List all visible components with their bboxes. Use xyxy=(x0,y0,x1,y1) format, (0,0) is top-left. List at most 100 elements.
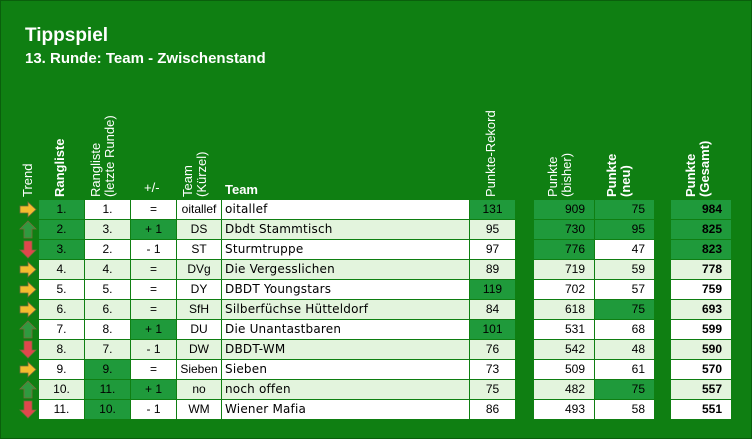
trend-down-icon xyxy=(19,400,37,419)
cell-rang-letzte: 11. xyxy=(85,380,130,399)
cell-punkte-neu: 95 xyxy=(595,220,654,239)
cell-team-kuerzel: Sieben xyxy=(177,360,221,379)
cell-punkte-gesamt: 570 xyxy=(671,360,731,379)
cell-team: Die Unantastbaren xyxy=(222,320,469,339)
cell-rang-letzte: 9. xyxy=(85,360,130,379)
header-punkte-bisher: Punkte (bisher) xyxy=(545,152,574,197)
cell-rang: 2. xyxy=(39,220,84,239)
cell-team: Silberfüchse Hütteldorf xyxy=(222,300,469,319)
cell-rang: 9. xyxy=(39,360,84,379)
cell-punkte-rekord: 84 xyxy=(470,300,515,319)
cell-rang-letzte: 1. xyxy=(85,200,130,219)
cell-punkte-neu: 59 xyxy=(595,260,654,279)
header-rangliste-letzte: Rangliste (letzte Runde) xyxy=(88,115,117,197)
cell-punkte-rekord: 95 xyxy=(470,220,515,239)
cell-diff: + 1 xyxy=(131,320,176,339)
cell-rang-letzte: 7. xyxy=(85,340,130,359)
header-team-kuerzel: Team (Kürzel) xyxy=(180,151,209,197)
cell-punkte-neu: 75 xyxy=(595,200,654,219)
trend-right-icon xyxy=(19,301,37,318)
cell-rang-letzte: 5. xyxy=(85,280,130,299)
cell-team: Sturmtruppe xyxy=(222,240,469,259)
header-punkte-gesamt: Punkte (Gesamt) xyxy=(683,140,712,197)
cell-punkte-bisher: 909 xyxy=(534,200,594,219)
cell-punkte-rekord: 75 xyxy=(470,380,515,399)
cell-punkte-rekord: 89 xyxy=(470,260,515,279)
cell-diff: = xyxy=(131,200,176,219)
cell-diff: = xyxy=(131,280,176,299)
header-trend: Trend xyxy=(20,163,35,197)
page-title: Tippspiel xyxy=(25,25,109,46)
trend-right-icon xyxy=(19,201,37,218)
cell-team-kuerzel: DY xyxy=(177,280,221,299)
cell-team-kuerzel: WM xyxy=(177,400,221,419)
header-plusminus: +/- xyxy=(144,180,160,195)
cell-rang-letzte: 3. xyxy=(85,220,130,239)
cell-diff: + 1 xyxy=(131,380,176,399)
cell-rang: 3. xyxy=(39,240,84,259)
cell-team-kuerzel: DS xyxy=(177,220,221,239)
cell-punkte-rekord: 97 xyxy=(470,240,515,259)
cell-punkte-neu: 47 xyxy=(595,240,654,259)
cell-team: Die Vergesslichen xyxy=(222,260,469,279)
cell-team: Dbdt Stammtisch xyxy=(222,220,469,239)
cell-punkte-rekord: 119 xyxy=(470,280,515,299)
cell-team: Sieben xyxy=(222,360,469,379)
cell-punkte-bisher: 531 xyxy=(534,320,594,339)
cell-punkte-gesamt: 557 xyxy=(671,380,731,399)
trend-up-icon xyxy=(19,220,37,239)
cell-team-kuerzel: DU xyxy=(177,320,221,339)
cell-team-kuerzel: SfH xyxy=(177,300,221,319)
cell-punkte-neu: 48 xyxy=(595,340,654,359)
cell-punkte-neu: 75 xyxy=(595,380,654,399)
cell-rang-letzte: 2. xyxy=(85,240,130,259)
cell-rang-letzte: 8. xyxy=(85,320,130,339)
cell-team: noch offen xyxy=(222,380,469,399)
cell-diff: - 1 xyxy=(131,340,176,359)
cell-diff: = xyxy=(131,260,176,279)
cell-team: Wiener Mafia xyxy=(222,400,469,419)
cell-diff: = xyxy=(131,360,176,379)
cell-diff: - 1 xyxy=(131,400,176,419)
cell-punkte-bisher: 702 xyxy=(534,280,594,299)
cell-rang: 7. xyxy=(39,320,84,339)
trend-right-icon xyxy=(19,281,37,298)
header-punkte-rekord: Punkte-Rekord xyxy=(483,110,498,197)
cell-punkte-gesamt: 590 xyxy=(671,340,731,359)
cell-diff: - 1 xyxy=(131,240,176,259)
cell-diff: = xyxy=(131,300,176,319)
cell-punkte-neu: 58 xyxy=(595,400,654,419)
cell-team-kuerzel: no xyxy=(177,380,221,399)
cell-team-kuerzel: DW xyxy=(177,340,221,359)
cell-team: oitallef xyxy=(222,200,469,219)
cell-punkte-neu: 61 xyxy=(595,360,654,379)
cell-rang: 6. xyxy=(39,300,84,319)
cell-rang: 1. xyxy=(39,200,84,219)
cell-punkte-gesamt: 984 xyxy=(671,200,731,219)
cell-punkte-bisher: 493 xyxy=(534,400,594,419)
trend-up-icon xyxy=(19,320,37,339)
cell-punkte-gesamt: 599 xyxy=(671,320,731,339)
cell-team: DBDT-WM xyxy=(222,340,469,359)
cell-punkte-bisher: 542 xyxy=(534,340,594,359)
trend-down-icon xyxy=(19,240,37,259)
cell-punkte-rekord: 86 xyxy=(470,400,515,419)
page-subtitle: 13. Runde: Team - Zwischenstand xyxy=(25,50,266,67)
cell-punkte-gesamt: 778 xyxy=(671,260,731,279)
cell-punkte-bisher: 509 xyxy=(534,360,594,379)
cell-punkte-neu: 57 xyxy=(595,280,654,299)
cell-punkte-gesamt: 825 xyxy=(671,220,731,239)
cell-punkte-gesamt: 693 xyxy=(671,300,731,319)
cell-punkte-rekord: 76 xyxy=(470,340,515,359)
cell-punkte-neu: 68 xyxy=(595,320,654,339)
header-team: Team xyxy=(225,182,258,197)
cell-punkte-bisher: 776 xyxy=(534,240,594,259)
cell-punkte-bisher: 482 xyxy=(534,380,594,399)
header-punkte-neu: Punkte (neu) xyxy=(604,153,633,197)
cell-rang-letzte: 6. xyxy=(85,300,130,319)
cell-team-kuerzel: DVg xyxy=(177,260,221,279)
cell-diff: + 1 xyxy=(131,220,176,239)
cell-punkte-rekord: 101 xyxy=(470,320,515,339)
cell-punkte-gesamt: 551 xyxy=(671,400,731,419)
